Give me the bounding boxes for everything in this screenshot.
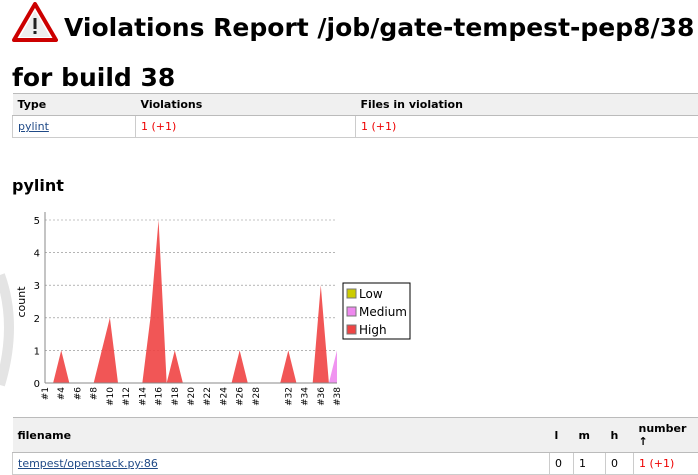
file-link[interactable]: tempest/openstack.py:86 xyxy=(18,457,158,470)
page-title: Violations Report /job/gate-tempest-pep8… xyxy=(12,2,698,100)
x-tick-label: #38 xyxy=(333,387,343,406)
legend-label-high: High xyxy=(359,323,387,337)
x-tick-label: #24 xyxy=(219,387,229,406)
x-tick-label: #16 xyxy=(155,387,165,406)
type-link[interactable]: pylint xyxy=(18,120,49,133)
legend-label-medium: Medium xyxy=(359,305,407,319)
legend-swatch-high xyxy=(347,325,356,334)
sort-number-header[interactable]: number ↑ xyxy=(634,418,698,453)
y-tick-label: 4 xyxy=(34,249,40,260)
y-tick-label: 0 xyxy=(34,379,40,390)
x-tick-label: #36 xyxy=(317,387,327,406)
background-decoration xyxy=(0,275,9,385)
legend-swatch-medium xyxy=(347,307,356,316)
violations-chart: 0 1 2 3 4 5 #1 #4 #6 #8 #10 #12 #14 #16 #18 #20 #22 #24 #2… xyxy=(0,205,420,413)
section-title: pylint xyxy=(12,176,64,195)
legend-swatch-low xyxy=(347,289,356,298)
y-tick-label: 3 xyxy=(34,281,40,292)
warning-icon xyxy=(12,2,58,56)
x-tick-label: #1 xyxy=(41,387,51,400)
x-tick-label: #34 xyxy=(301,387,311,406)
x-tick-label: #26 xyxy=(236,387,246,406)
x-tick-label: #18 xyxy=(171,387,181,406)
x-tick-label: #20 xyxy=(187,387,197,406)
legend-label-low: Low xyxy=(359,287,383,301)
x-tick-label: #12 xyxy=(122,387,132,406)
y-tick-label: 1 xyxy=(34,346,40,357)
x-tick-label: #28 xyxy=(252,387,262,406)
y-tick-label: 2 xyxy=(34,314,40,325)
x-tick-label: #8 xyxy=(90,387,100,401)
x-tick-label: #22 xyxy=(203,387,213,406)
x-tick-label: #14 xyxy=(138,387,148,406)
y-tick-label: 5 xyxy=(34,216,40,227)
x-tick-label: #4 xyxy=(57,387,67,401)
area-high xyxy=(45,220,337,383)
x-tick-label: #32 xyxy=(284,387,294,406)
x-tick-label: #10 xyxy=(106,387,116,406)
y-axis-label: count xyxy=(15,286,28,318)
x-tick-label: #6 xyxy=(73,387,83,401)
